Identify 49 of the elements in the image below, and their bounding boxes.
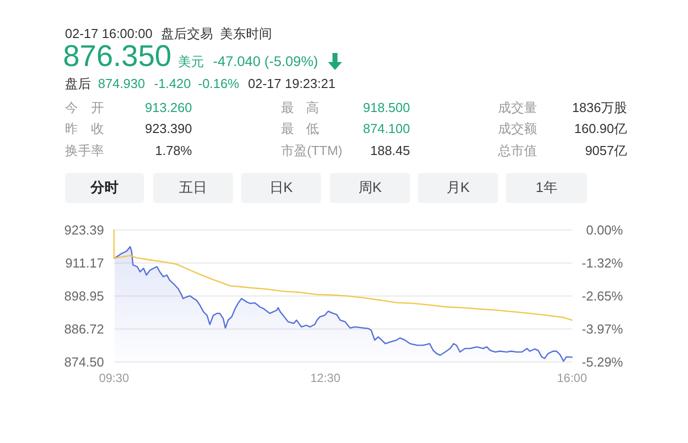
text: 1.78% <box>155 142 192 158</box>
text: 今开 <box>65 100 104 114</box>
y2-tick-label: -2.65% <box>582 288 624 304</box>
x-tick-label: 09:30 <box>98 371 130 385</box>
text: 成交额 <box>498 120 537 136</box>
tab-button: 周K <box>330 173 410 203</box>
y-tick-label: 898.95 <box>64 288 104 304</box>
text: 1836万股 <box>572 100 627 114</box>
text: 876.350 <box>63 40 172 73</box>
y-tick-label: 874.50 <box>64 354 104 370</box>
text: 换手率 <box>65 142 104 158</box>
text: 02-17 19:23:21 <box>248 76 336 90</box>
text: -47.040 (-5.09%) <box>213 53 318 69</box>
text: 最低 <box>281 120 319 136</box>
text: 最高 <box>281 100 319 114</box>
text: 923.390 <box>145 120 192 136</box>
y-tick-label: 886.72 <box>64 322 104 337</box>
y2-tick-label: -3.97% <box>582 322 624 337</box>
text: 874.930 <box>98 76 145 90</box>
text: 昨收 <box>65 120 104 136</box>
text: -1.420 <box>154 76 191 90</box>
tab-button: 五日 <box>153 173 233 203</box>
text: 成交量 <box>498 100 537 114</box>
text: 913.260 <box>145 100 192 114</box>
tab-button: 月K <box>418 173 498 203</box>
y-tick-label: 923.39 <box>64 222 104 238</box>
tab-button: 日K <box>241 173 321 203</box>
x-tick-label: 12:30 <box>310 371 341 385</box>
y2-tick-label: 0.00% <box>586 222 624 238</box>
tab-button: 1年 <box>506 173 587 203</box>
text: 总市值 <box>498 142 537 158</box>
text: 盘后 <box>65 76 91 90</box>
text: 918.500 <box>363 100 410 114</box>
y2-tick-label: -1.32% <box>582 255 624 270</box>
text: 188.45 <box>370 142 410 158</box>
text: 美东时间 <box>220 26 272 40</box>
text: 市盈(TTM) <box>281 142 342 158</box>
text: 160.90亿 <box>574 120 627 136</box>
line-series <box>113 229 573 321</box>
x-tick-label: 16:00 <box>556 371 588 385</box>
text: 盘后交易 <box>161 26 213 40</box>
text: 美元 <box>178 54 204 68</box>
text: 9057亿 <box>585 142 627 158</box>
text: 874.100 <box>363 120 410 136</box>
y2-tick-label: -5.29% <box>582 354 624 370</box>
text: 02-17 16:00:00 <box>65 26 152 40</box>
text: -0.16% <box>198 76 240 90</box>
y-tick-label: 911.17 <box>65 255 104 270</box>
tab-button: 分时 <box>65 173 144 203</box>
